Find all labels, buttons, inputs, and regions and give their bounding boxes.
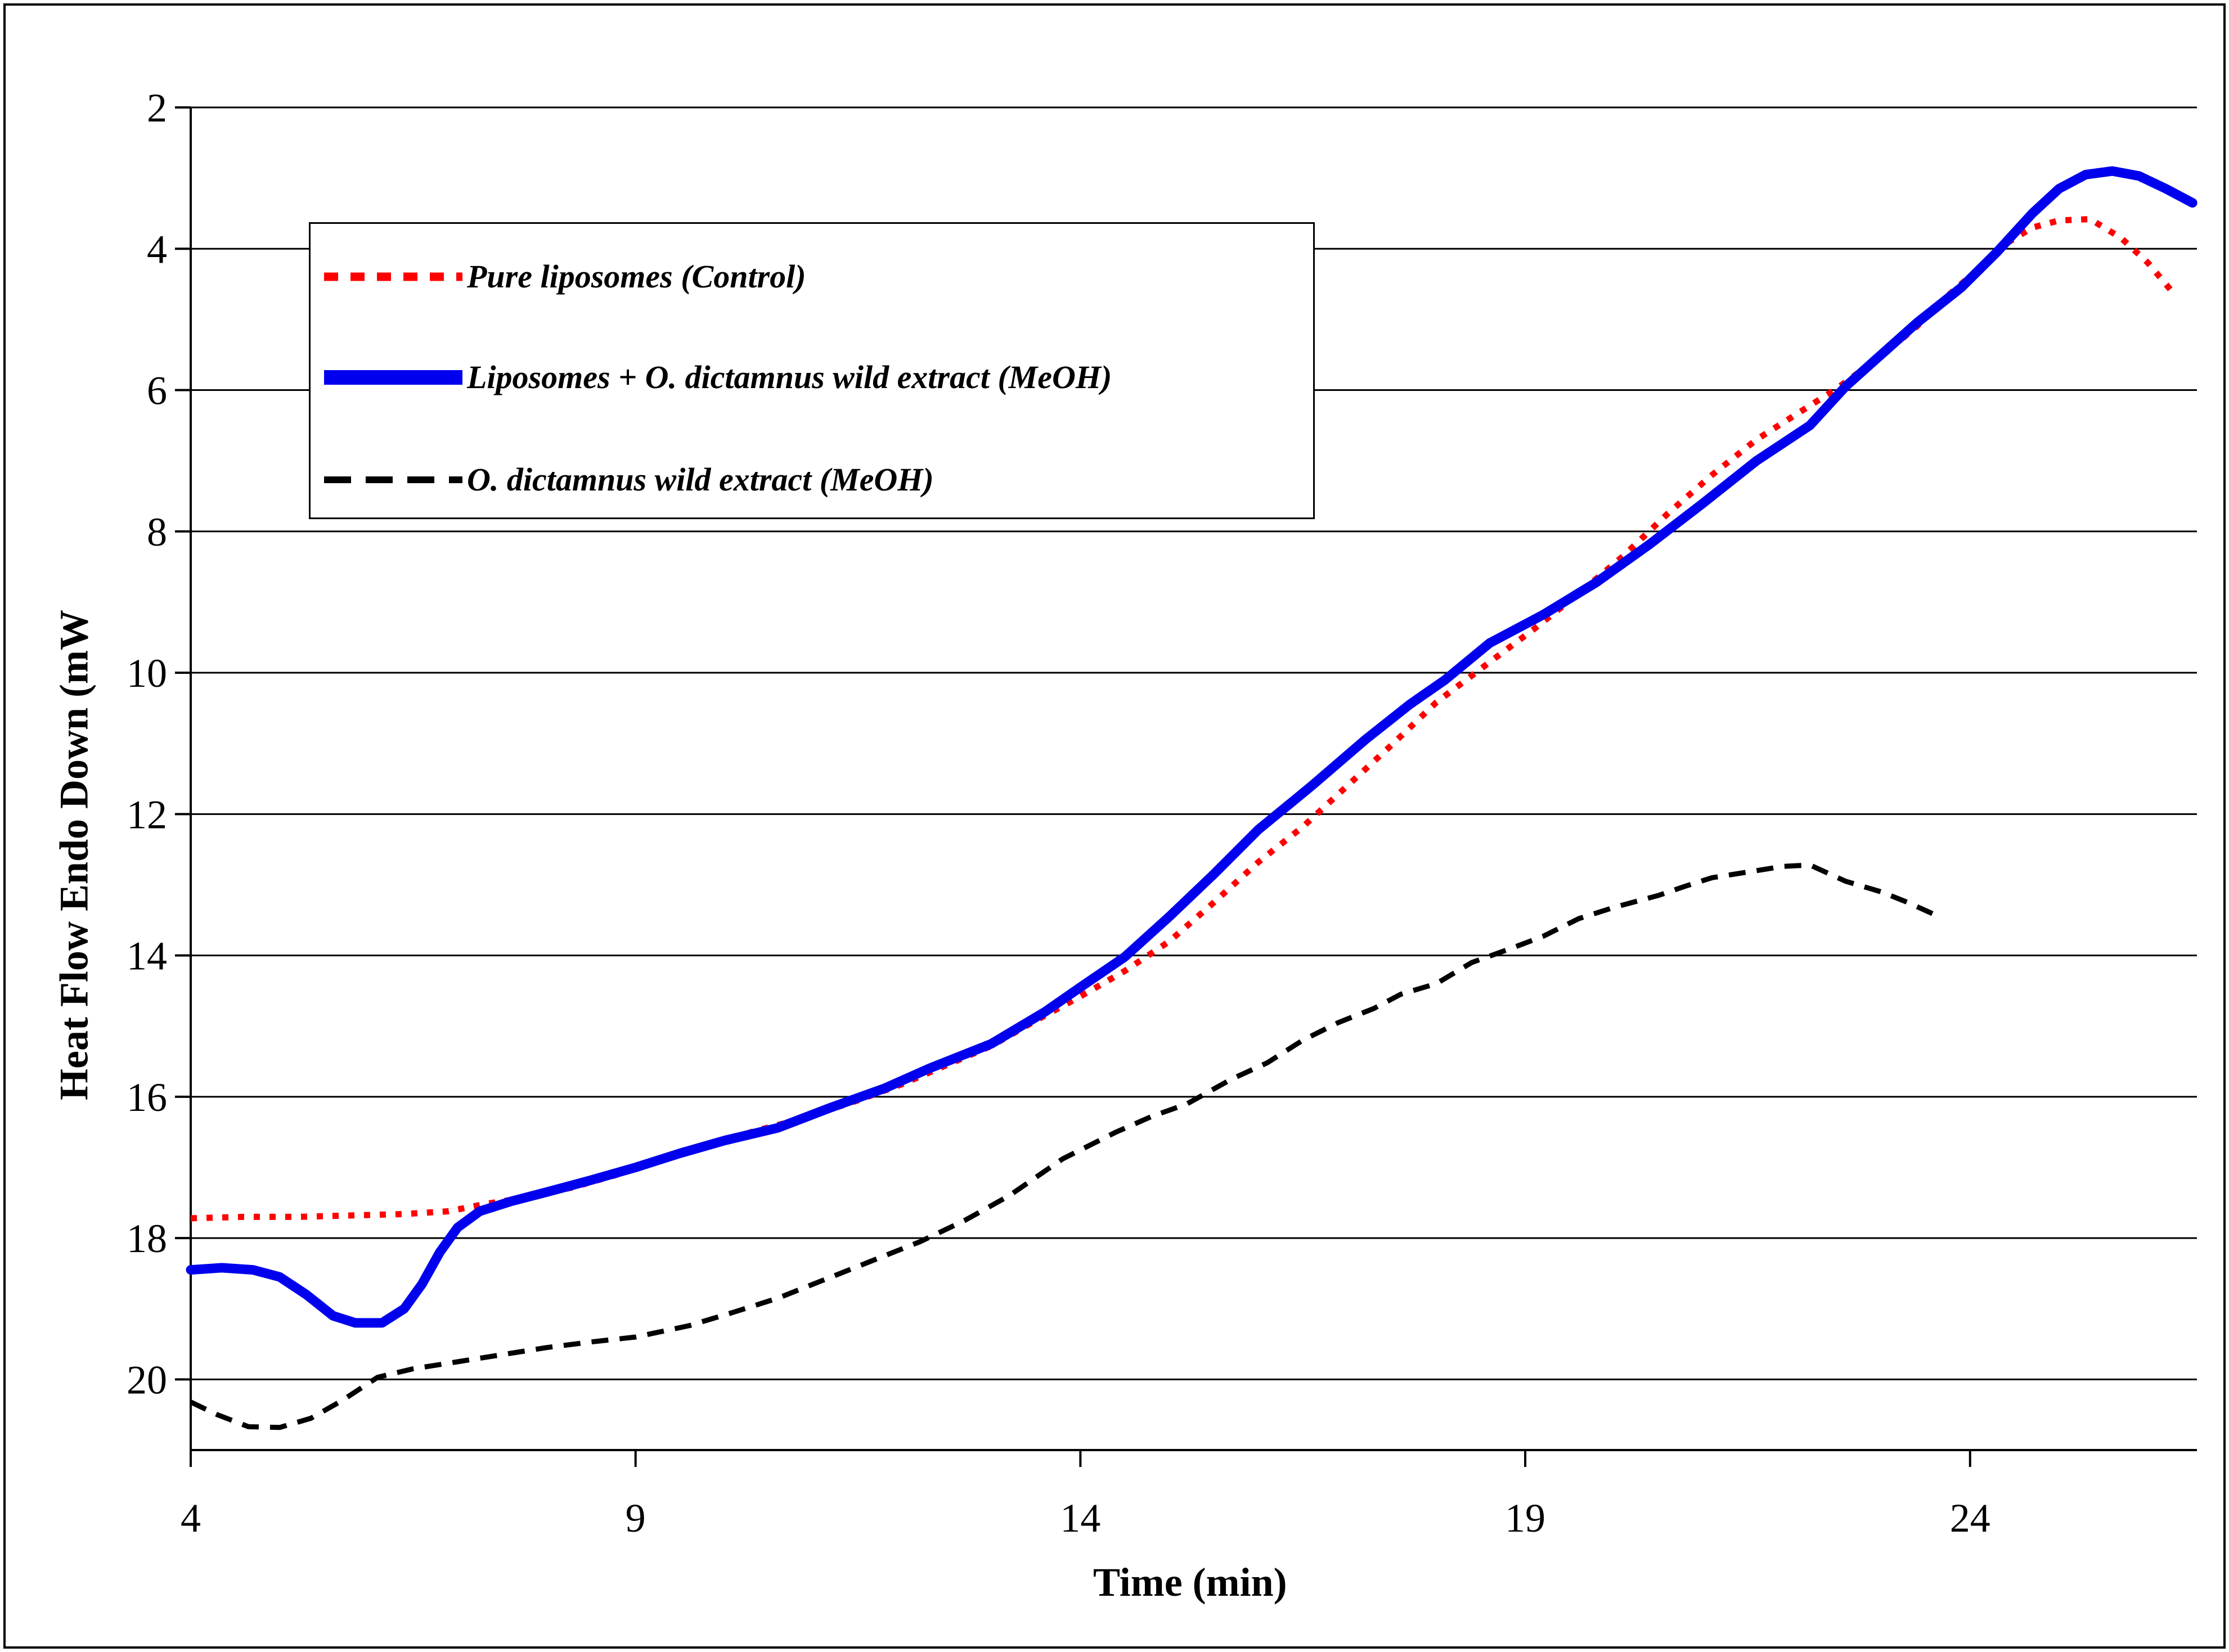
- y-tick-label: 10: [127, 651, 167, 696]
- y-tick-label: 18: [127, 1216, 167, 1261]
- y-tick-label: 20: [127, 1357, 167, 1402]
- legend-item-extract: O. dictamnus wild extract (MeOH): [320, 461, 934, 499]
- x-tick-label: 9: [626, 1496, 646, 1541]
- y-tick-label: 12: [127, 792, 167, 837]
- legend-line-sample-solid: [324, 370, 462, 385]
- x-tick-label: 19: [1505, 1496, 1545, 1541]
- legend-box: Pure liposomes (Control) Liposomes + O. …: [309, 222, 1315, 519]
- legend-item-liposomes-extract: Liposomes + O. dictamnus wild extract (M…: [320, 358, 1112, 397]
- x-tick-labels: 4 9 14 19 24: [181, 1496, 1990, 1541]
- y-tick-label: 16: [127, 1075, 167, 1120]
- legend-item-control: Pure liposomes (Control): [320, 258, 806, 296]
- legend-line-sample-dashed: [324, 476, 462, 483]
- legend-label: Pure liposomes (Control): [467, 258, 806, 295]
- x-tick-label: 24: [1950, 1496, 1990, 1541]
- series-line-extract-meoh: [190, 862, 1940, 1430]
- legend-label: O. dictamnus wild extract (MeOH): [467, 461, 934, 498]
- x-tick-label: 14: [1060, 1496, 1100, 1541]
- y-tick-label: 2: [147, 85, 167, 130]
- y-tick-label: 14: [127, 934, 167, 979]
- x-tick-label: 4: [181, 1496, 201, 1541]
- legend-line-sample-dotted: [324, 272, 462, 281]
- x-axis-title: Time (min): [1093, 1560, 1287, 1605]
- tick-marks: [175, 106, 1971, 1467]
- legend-label: Liposomes + O. dictamnus wild extract (M…: [467, 359, 1112, 395]
- y-tick-label: 4: [147, 227, 167, 272]
- series-line-liposomes-plus-extract: [186, 166, 2197, 1328]
- y-tick-label: 6: [147, 368, 167, 413]
- y-axis-title: Heat Flow Endo Down (mW: [51, 609, 97, 1101]
- axes: [190, 107, 2197, 1462]
- y-tick-label: 8: [147, 510, 167, 555]
- y-tick-labels: 2 4 6 8 10 12 14 16 18 20: [127, 85, 167, 1402]
